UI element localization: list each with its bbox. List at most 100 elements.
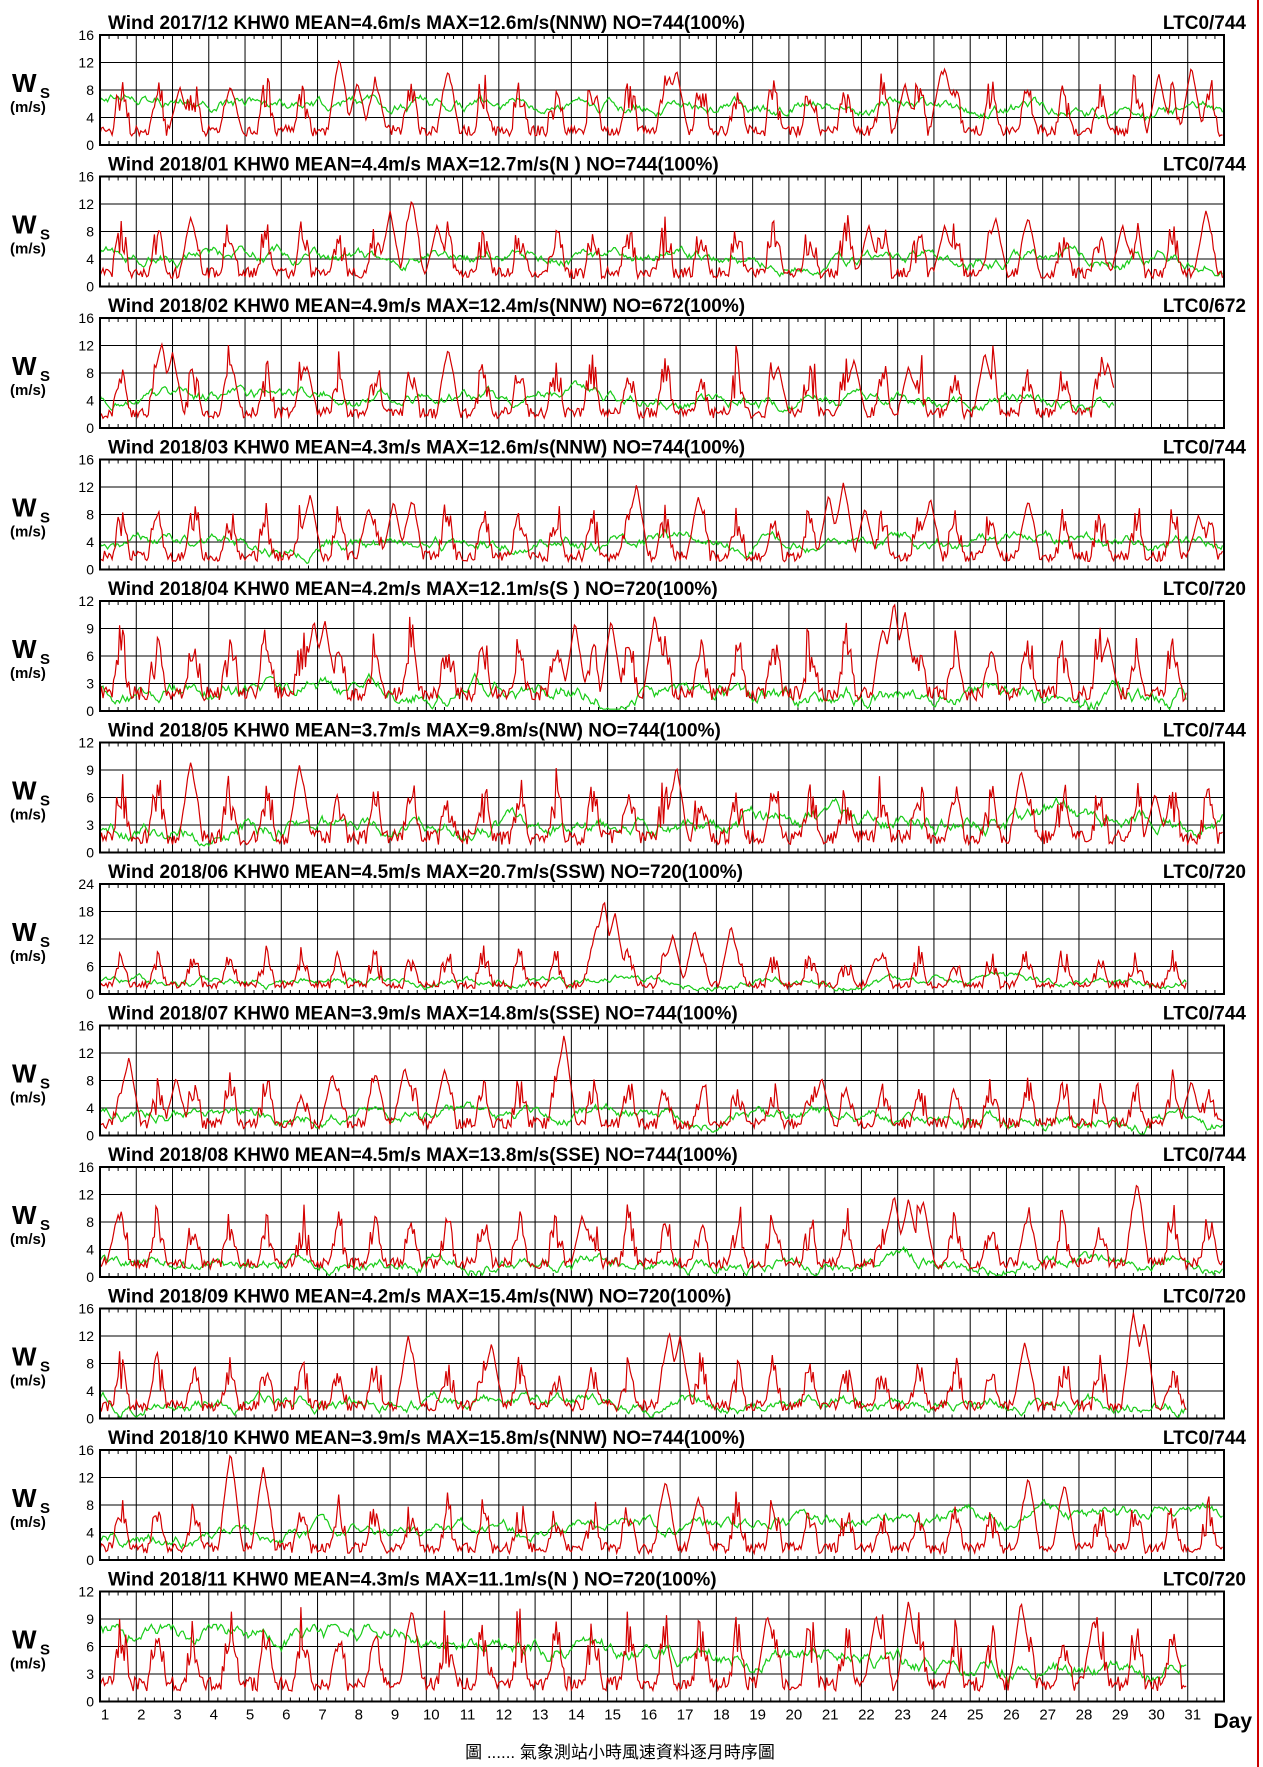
y-tick-label: 8 <box>86 1356 94 1372</box>
x-tick-label: 17 <box>677 1707 694 1724</box>
y-tick-label: 18 <box>78 904 94 920</box>
series-line-red <box>99 1035 1223 1131</box>
series-line-green <box>99 1101 1224 1135</box>
panel-frame <box>99 1307 1225 1420</box>
y-axis-unit: (m/s) <box>10 948 46 965</box>
y-tick-label: 0 <box>86 703 94 719</box>
y-axis-label: W <box>12 1200 37 1230</box>
x-tick-label: 29 <box>1112 1707 1129 1724</box>
y-tick-label: 4 <box>86 1525 94 1541</box>
y-tick-label: 0 <box>86 1269 94 1285</box>
panel-2: Wind 2018/01 KHW0 MEAN=4.4m/s MAX=12.7m/… <box>10 155 1246 295</box>
panel-frame <box>99 175 1225 288</box>
y-tick-label: 8 <box>86 365 94 381</box>
series-line-green <box>99 528 1224 565</box>
panel-title: Wind 2018/07 KHW0 MEAN=3.9m/s MAX=14.8m/… <box>108 1004 738 1025</box>
x-tick-label: 19 <box>749 1707 766 1724</box>
y-tick-label: 9 <box>86 621 94 637</box>
x-tick-label: 21 <box>822 1707 839 1724</box>
y-axis-label-subscript: S <box>40 510 50 527</box>
panel-count-code: LTC0/672 <box>1163 296 1246 317</box>
figure-caption: 圖 ...... 氣象測站小時風速資料逐月時序圖 <box>465 1743 775 1762</box>
x-axis-label: Day <box>1213 1710 1252 1733</box>
y-axis-label-subscript: S <box>40 227 50 244</box>
y-tick-label: 8 <box>86 224 94 240</box>
y-axis-unit: (m/s) <box>10 524 46 541</box>
y-tick-label: 0 <box>86 1411 94 1427</box>
x-tick-label: 24 <box>931 1707 948 1724</box>
y-tick-label: 6 <box>86 1639 94 1655</box>
series-line-red <box>99 59 1223 139</box>
y-tick-label: 0 <box>86 562 94 578</box>
y-tick-label: 16 <box>78 1442 94 1458</box>
y-tick-label: 4 <box>86 1383 94 1399</box>
y-axis-unit: (m/s) <box>10 1514 46 1531</box>
x-tick-label: 4 <box>210 1707 218 1724</box>
x-tick-label: 25 <box>967 1707 984 1724</box>
x-tick-label: 5 <box>246 1707 254 1724</box>
series-line-red <box>99 1184 1224 1271</box>
y-tick-label: 16 <box>78 310 94 326</box>
y-tick-label: 0 <box>86 137 94 153</box>
x-tick-label: 28 <box>1076 1707 1093 1724</box>
y-axis-label: W <box>12 68 37 98</box>
y-tick-label: 24 <box>78 876 94 892</box>
y-tick-label: 8 <box>86 1497 94 1513</box>
x-tick-label: 13 <box>532 1707 549 1724</box>
series-line-red <box>99 901 1187 991</box>
y-axis-label: W <box>12 1483 37 1513</box>
y-tick-label: 4 <box>86 393 94 409</box>
x-tick-label: 31 <box>1184 1707 1201 1724</box>
panel-3: Wind 2018/02 KHW0 MEAN=4.9m/s MAX=12.4m/… <box>10 296 1246 436</box>
series-line-red <box>99 1454 1223 1556</box>
panel-count-code: LTC0/720 <box>1163 862 1246 883</box>
x-tick-label: 10 <box>423 1707 440 1724</box>
y-tick-label: 16 <box>78 452 94 468</box>
panel-frame <box>99 883 1225 995</box>
y-tick-label: 12 <box>78 1045 94 1061</box>
panel-title: Wind 2018/01 KHW0 MEAN=4.4m/s MAX=12.7m/… <box>108 155 719 176</box>
x-tick-label: 12 <box>495 1707 512 1724</box>
y-axis-unit: (m/s) <box>10 1231 46 1248</box>
y-axis-label-subscript: S <box>40 1359 50 1376</box>
y-axis-label: W <box>12 917 37 947</box>
panel-5: Wind 2018/04 KHW0 MEAN=4.2m/s MAX=12.1m/… <box>10 579 1246 719</box>
panel-title: Wind 2018/08 KHW0 MEAN=4.5m/s MAX=13.8m/… <box>108 1145 738 1166</box>
y-tick-label: 12 <box>78 479 94 495</box>
panel-6: Wind 2018/05 KHW0 MEAN=3.7m/s MAX=9.8m/s… <box>10 721 1246 861</box>
panel-frame <box>99 458 1225 571</box>
panel-title: Wind 2018/06 KHW0 MEAN=4.5m/s MAX=20.7m/… <box>108 862 743 883</box>
series-line-red <box>99 200 1224 281</box>
y-axis-unit: (m/s) <box>10 807 46 824</box>
x-tick-label: 6 <box>282 1707 290 1724</box>
panel-frame <box>99 317 1225 429</box>
panel-frame <box>99 741 1225 854</box>
y-tick-label: 12 <box>78 1187 94 1203</box>
panel-11: Wind 2018/10 KHW0 MEAN=3.9m/s MAX=15.8m/… <box>10 1428 1246 1568</box>
y-tick-label: 4 <box>86 1242 94 1258</box>
panels-group: Wind 2017/12 KHW0 MEAN=4.6m/s MAX=12.6m/… <box>10 13 1246 1710</box>
y-axis-label-subscript: S <box>40 934 50 951</box>
y-tick-label: 0 <box>86 1552 94 1568</box>
y-axis-label: W <box>12 1342 37 1372</box>
panel-count-code: LTC0/720 <box>1163 579 1246 600</box>
y-tick-label: 0 <box>86 420 94 436</box>
y-tick-label: 12 <box>78 735 94 751</box>
y-tick-label: 12 <box>78 1584 94 1600</box>
x-tick-label: 16 <box>641 1707 658 1724</box>
y-tick-label: 4 <box>86 1100 94 1116</box>
panel-count-code: LTC0/720 <box>1163 1287 1246 1308</box>
y-tick-label: 9 <box>86 1611 94 1627</box>
y-axis-label-subscript: S <box>40 368 50 385</box>
x-tick-label: 22 <box>858 1707 875 1724</box>
y-tick-label: 0 <box>86 1694 94 1710</box>
y-tick-label: 3 <box>86 1666 94 1682</box>
series-line-red <box>99 482 1224 564</box>
y-tick-label: 9 <box>86 762 94 778</box>
x-tick-label: 20 <box>786 1707 803 1724</box>
y-tick-label: 3 <box>86 676 94 692</box>
y-tick-label: 16 <box>78 169 94 185</box>
x-tick-label: 14 <box>568 1707 585 1724</box>
y-tick-label: 12 <box>78 1470 94 1486</box>
